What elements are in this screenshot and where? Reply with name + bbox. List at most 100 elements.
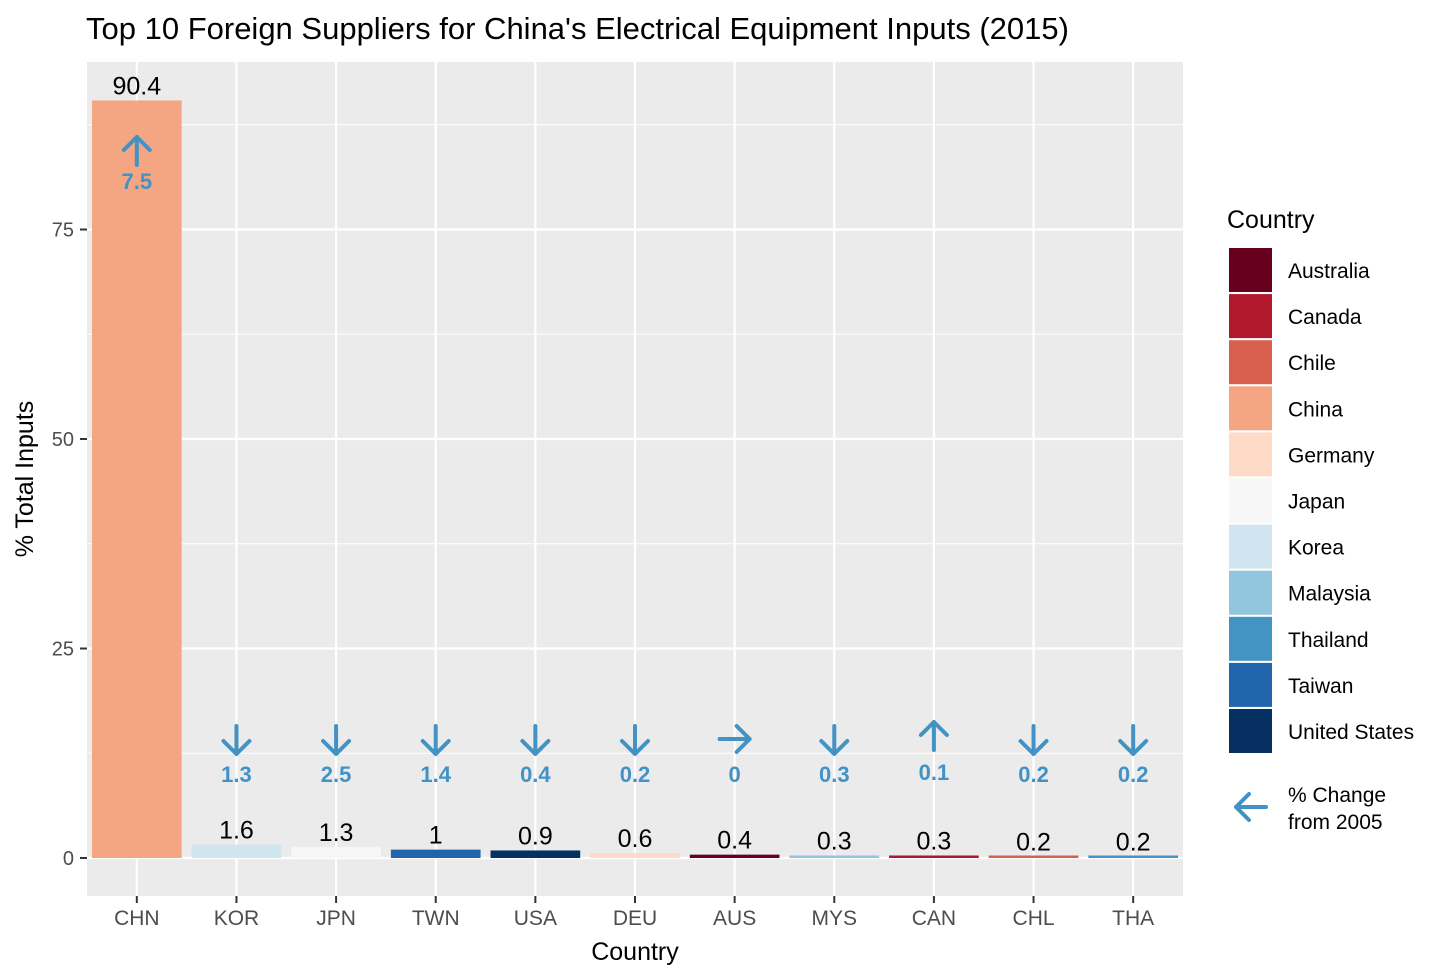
arrow-down-icon [1018,724,1049,756]
legend-label: Germany [1288,444,1375,467]
change-arrow [121,135,152,167]
x-tick-label: THA [1112,907,1154,930]
legend-swatch [1229,432,1272,477]
legend-swatch [1229,662,1272,707]
legend-swatch [1229,294,1272,339]
arrow-right-icon [717,724,752,754]
change-label: 1.4 [420,762,451,787]
legend-swatch [1229,524,1272,569]
change-arrow [321,724,352,756]
bar-aus [689,854,780,858]
arrow-down-icon [819,724,850,756]
bar-chn [91,100,182,858]
legend-label: Chile [1288,352,1336,375]
arrow-left-icon [1234,792,1268,822]
change-label: 0.2 [1118,762,1149,787]
legend-label: United States [1288,721,1414,744]
value-label: 0.6 [618,825,653,853]
arrow-down-icon [1118,724,1149,756]
value-labels: 90.4 1.6 1.3 1 0.9 0.6 0.4 0.3 0.3 0.2 0.2 [112,72,1150,856]
x-axis-label: Country [591,938,679,966]
bar-kor [191,844,282,858]
change-label: 0.3 [819,762,850,787]
change-arrow [420,724,451,756]
value-label: 1 [429,822,443,850]
legend-title: Country [1227,206,1315,234]
y-axis-label: % Total Inputs [11,401,39,558]
value-label: 0.9 [518,822,553,850]
value-label: 90.4 [112,72,161,100]
change-label: 0.1 [919,760,950,785]
change-label: 0.2 [1018,762,1049,787]
legend-swatch [1229,386,1272,431]
x-tick-label: JPN [316,907,356,930]
bar-tha [1088,855,1179,858]
value-label: 0.3 [817,827,852,855]
arrow-down-icon [321,724,352,756]
bar-can [889,855,979,858]
arrow-up-icon [121,135,152,167]
arrow-down-icon [221,724,252,756]
change-label: 2.5 [321,762,352,787]
change-arrow [221,724,252,756]
legend-label: China [1288,398,1343,421]
value-label: 1.6 [219,817,254,845]
arrow-down-icon [620,724,650,756]
change-label: 0 [729,762,741,787]
change-arrow [717,724,752,754]
change-label: 0.2 [620,762,651,787]
legend-label: Thailand [1288,629,1369,652]
x-tick-label: CHL [1013,907,1055,930]
bar-usa [490,850,581,858]
bar-deu [590,852,680,858]
x-tick-label: KOR [214,907,260,930]
y-axis: 0 25 50 75 [52,220,87,870]
bar-chl [988,855,1079,858]
x-tick-label: TWN [412,907,460,930]
change-arrow [520,724,551,756]
y-tick-label: 50 [52,429,74,451]
x-tick-label: AUS [713,907,756,930]
legend: Country Australia Canada Chile China Germany… [1227,206,1414,834]
arrow-down-icon [420,724,451,756]
bars [91,100,1179,858]
bar-twn [390,849,481,858]
value-label: 0.2 [1016,828,1051,856]
legend-label: Korea [1288,537,1344,560]
change-arrow [620,724,650,756]
legend-swatch [1229,478,1272,523]
bar-jpn [291,847,381,858]
change-arrows: 7.5 1.3 2.5 1.4 0.4 0.2 0 0.3 0.1 0.2 0.2 [121,135,1149,787]
legend-label: Taiwan [1288,675,1353,698]
change-arrow [918,720,949,752]
y-tick-label: 0 [63,848,74,870]
legend-label: Malaysia [1288,583,1371,606]
bar-mys [789,855,880,858]
legend-items: Australia Canada Chile China Germany Japan Kor… [1229,248,1414,753]
legend-swatch [1229,248,1272,292]
legend-swatch [1229,340,1272,385]
x-tick-label: CAN [912,907,956,930]
change-label: 0.4 [520,762,551,787]
change-label: 1.3 [221,762,252,787]
legend-label: Australia [1288,260,1370,283]
x-axis: CHN KOR JPN TWN USA DEU AUS MYS CAN CHL THA [114,896,1154,930]
legend-swatch [1229,709,1272,753]
legend-arrow: % Change from 2005 [1234,784,1386,834]
value-label: 1.3 [319,819,354,847]
arrow-up-icon [918,720,949,752]
legend-swatch [1229,616,1272,661]
arrow-down-icon [520,724,551,756]
value-label: 0.4 [717,827,752,855]
x-tick-label: USA [514,907,557,930]
x-tick-label: DEU [613,907,657,930]
legend-arrow-label: % Change from 2005 [1288,784,1386,834]
x-tick-label: MYS [812,907,858,930]
legend-swatch [1229,570,1272,615]
change-arrow [1018,724,1049,756]
y-tick-label: 25 [52,639,74,661]
value-label: 0.2 [1116,828,1151,856]
chart-title: Top 10 Foreign Suppliers for China's Ele… [86,11,1069,46]
change-arrow [1118,724,1149,756]
